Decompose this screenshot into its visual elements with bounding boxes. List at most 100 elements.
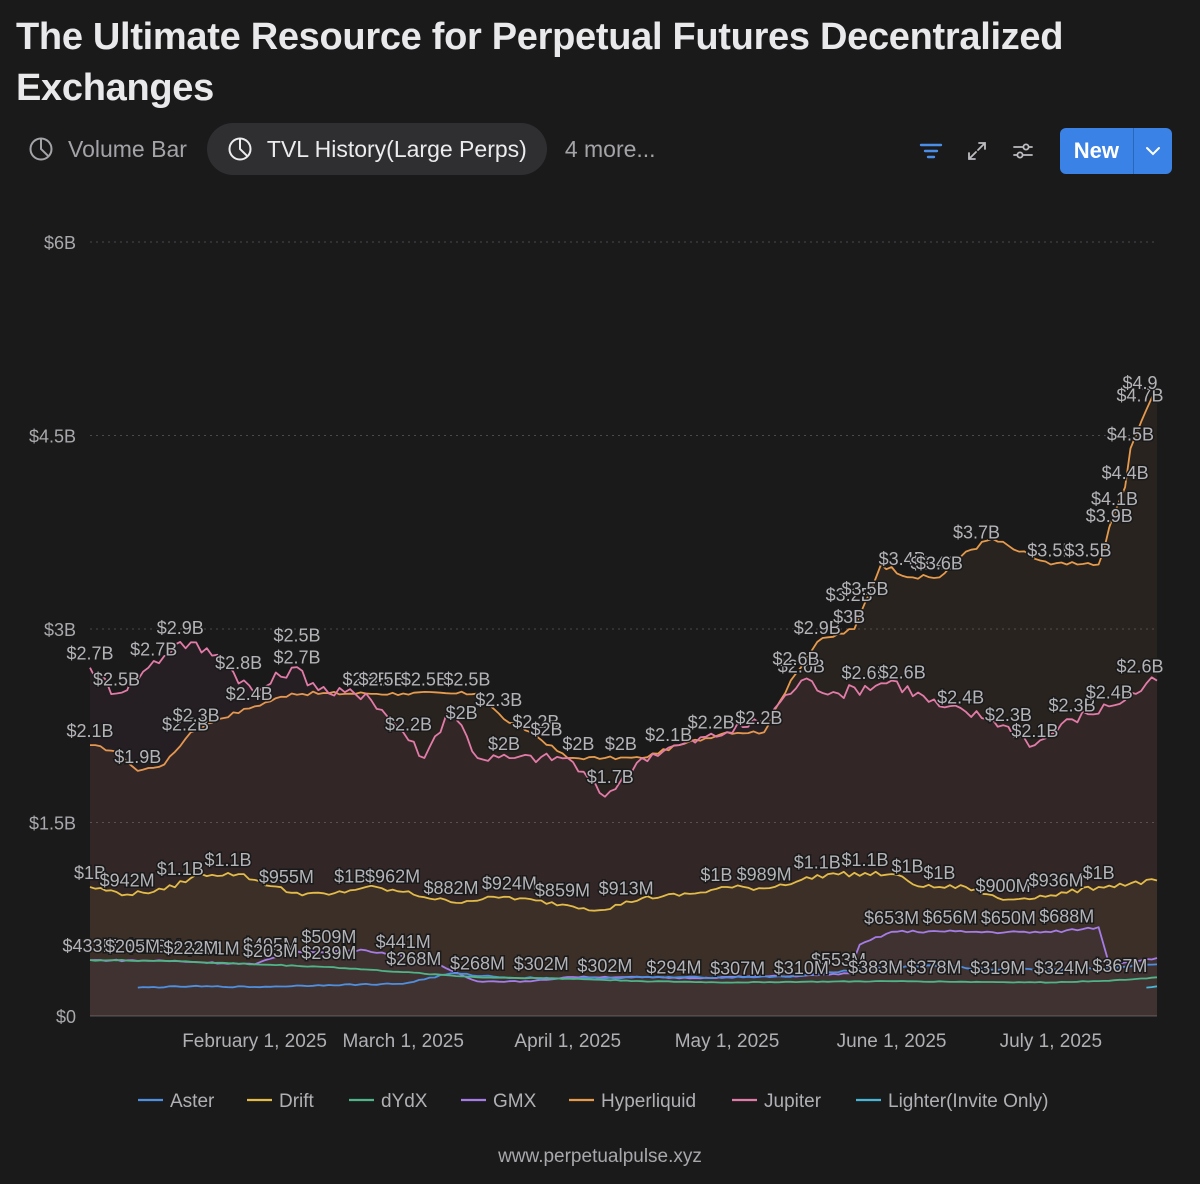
more-tabs-button[interactable]: 4 more... (564, 135, 656, 162)
data-label: $2.1B (645, 725, 692, 745)
data-label: $942M (100, 870, 155, 890)
legend-item: Hyperliquid (601, 1091, 696, 1112)
data-label: $2.6B (1116, 657, 1163, 677)
legend-item: Drift (279, 1091, 315, 1112)
data-label: $2.5B (343, 670, 390, 690)
data-label: $1.1B (204, 850, 251, 870)
data-label: $319M (970, 958, 1025, 978)
data-label: $1B (74, 863, 106, 883)
x-tick-label: May 1, 2025 (675, 1031, 780, 1052)
data-label: $2.4B (1086, 682, 1133, 702)
data-label: $2.3B (173, 706, 220, 726)
y-tick-label: $6B (44, 233, 76, 253)
data-label: $2.9B (794, 618, 841, 638)
data-label: $2.3B (1049, 695, 1096, 715)
data-label: $2.4B (226, 684, 273, 704)
data-label: $205M (105, 937, 160, 957)
chevron-down-icon (1146, 147, 1160, 156)
y-tick-label: $1.5B (29, 814, 76, 834)
data-label: $650M (981, 908, 1036, 928)
data-label: $2.2B (512, 712, 559, 732)
line-jupiter (89, 641, 1158, 798)
new-button[interactable]: New (1059, 128, 1172, 174)
area-drift (90, 871, 1157, 1016)
x-tick-label: July 1, 2025 (1000, 1031, 1102, 1052)
data-label: $3.4B (879, 549, 926, 569)
area-jupiter (90, 641, 1157, 1016)
legend-item: Jupiter (764, 1091, 822, 1112)
data-label: $307M (710, 958, 765, 978)
expand-icon (967, 142, 986, 160)
data-label: $2.9B (157, 618, 204, 638)
data-label: $2.7B (274, 647, 321, 667)
y-tick-label: $4.5B (29, 427, 76, 447)
data-label: $2.8B (215, 653, 262, 673)
tab-volume-bar-label: Volume Bar (68, 135, 187, 162)
data-label: $3.2B (826, 585, 873, 605)
line-aster (137, 963, 1158, 989)
data-label: $2.3B (475, 690, 522, 710)
filter-icon (919, 143, 942, 159)
data-label: $2.7B (130, 639, 177, 659)
tab-volume-bar[interactable]: Volume Bar (16, 123, 199, 175)
data-label: $378M (907, 958, 962, 978)
data-label: $2.6B (778, 657, 825, 677)
data-label: $4.7B (1116, 386, 1163, 406)
data-label: $2B (562, 734, 594, 754)
data-label: $2.2B (162, 715, 209, 735)
tvl-chart: $0 $1.5B $3B $4.5B $6B February 1, 2025 March … (29, 233, 1165, 1112)
filter-button[interactable] (914, 134, 948, 168)
data-label: $3.5B (1027, 541, 1074, 561)
data-label: $1.1B (157, 859, 204, 879)
legend-item: Lighter(Invite Only) (888, 1091, 1049, 1112)
tab-tvl-history[interactable]: TVL History(Large Perps) (206, 123, 547, 175)
data-label: $367M (1092, 956, 1147, 976)
data-label: $268M (450, 953, 505, 973)
data-label: $2.7B (66, 644, 113, 664)
data-label: $433M (62, 936, 117, 956)
data-label: $553M (811, 950, 866, 970)
new-dropdown-button[interactable] (1133, 128, 1172, 174)
data-label: $2.6B (842, 663, 889, 683)
data-label: $4.1B (1091, 489, 1138, 509)
tab-tvl-history-label: TVL History(Large Perps) (266, 135, 527, 162)
data-label: $3.5B (842, 579, 889, 599)
x-tick-label: March 1, 2025 (342, 1031, 463, 1052)
data-label: $962M (365, 867, 420, 887)
data-label: $2.6B (879, 662, 926, 682)
data-label: $4.9 (1122, 373, 1157, 393)
data-label: $2.2B (688, 713, 735, 733)
data-label: $239M (301, 943, 356, 963)
data-label: $688M (1039, 907, 1094, 927)
expand-button[interactable] (960, 134, 994, 168)
area-gmx (90, 927, 1157, 1016)
x-tick-label: April 1, 2025 (514, 1031, 621, 1052)
legend-item: dYdX (381, 1091, 428, 1112)
data-label: $324M (1034, 958, 1089, 978)
data-label: $2B (446, 703, 478, 723)
x-tick-label: February 1, 2025 (182, 1031, 327, 1052)
data-label: $4.5B (1107, 424, 1154, 444)
data-label: $2.6B (773, 649, 820, 669)
data-label: $2.1B (1011, 721, 1058, 741)
data-label: $1.7B (587, 767, 634, 787)
x-tick-label: June 1, 2025 (837, 1031, 947, 1052)
data-label: $2.5B (401, 670, 448, 690)
line-lighter (1146, 985, 1158, 989)
data-label: $1.1B (794, 852, 841, 872)
data-label: $2B (488, 734, 520, 754)
data-label: $2.1B (66, 721, 113, 741)
data-label: $428M (126, 937, 181, 957)
data-label: $1B (1083, 863, 1115, 883)
data-label: $2B (531, 719, 563, 739)
pie-chart-icon (228, 137, 252, 161)
settings-button[interactable] (1006, 134, 1040, 168)
data-label: $4.4B (1102, 463, 1149, 483)
data-label: $2.5B (443, 670, 490, 690)
data-label: $936M (1029, 870, 1084, 890)
chart-tabs: Volume Bar TVL History(Large Perps) 4 mo… (16, 122, 668, 176)
data-label: $495M (243, 935, 298, 955)
data-label: $955M (259, 867, 314, 887)
data-label: $1B (700, 865, 732, 885)
data-label: $1B (334, 866, 366, 886)
